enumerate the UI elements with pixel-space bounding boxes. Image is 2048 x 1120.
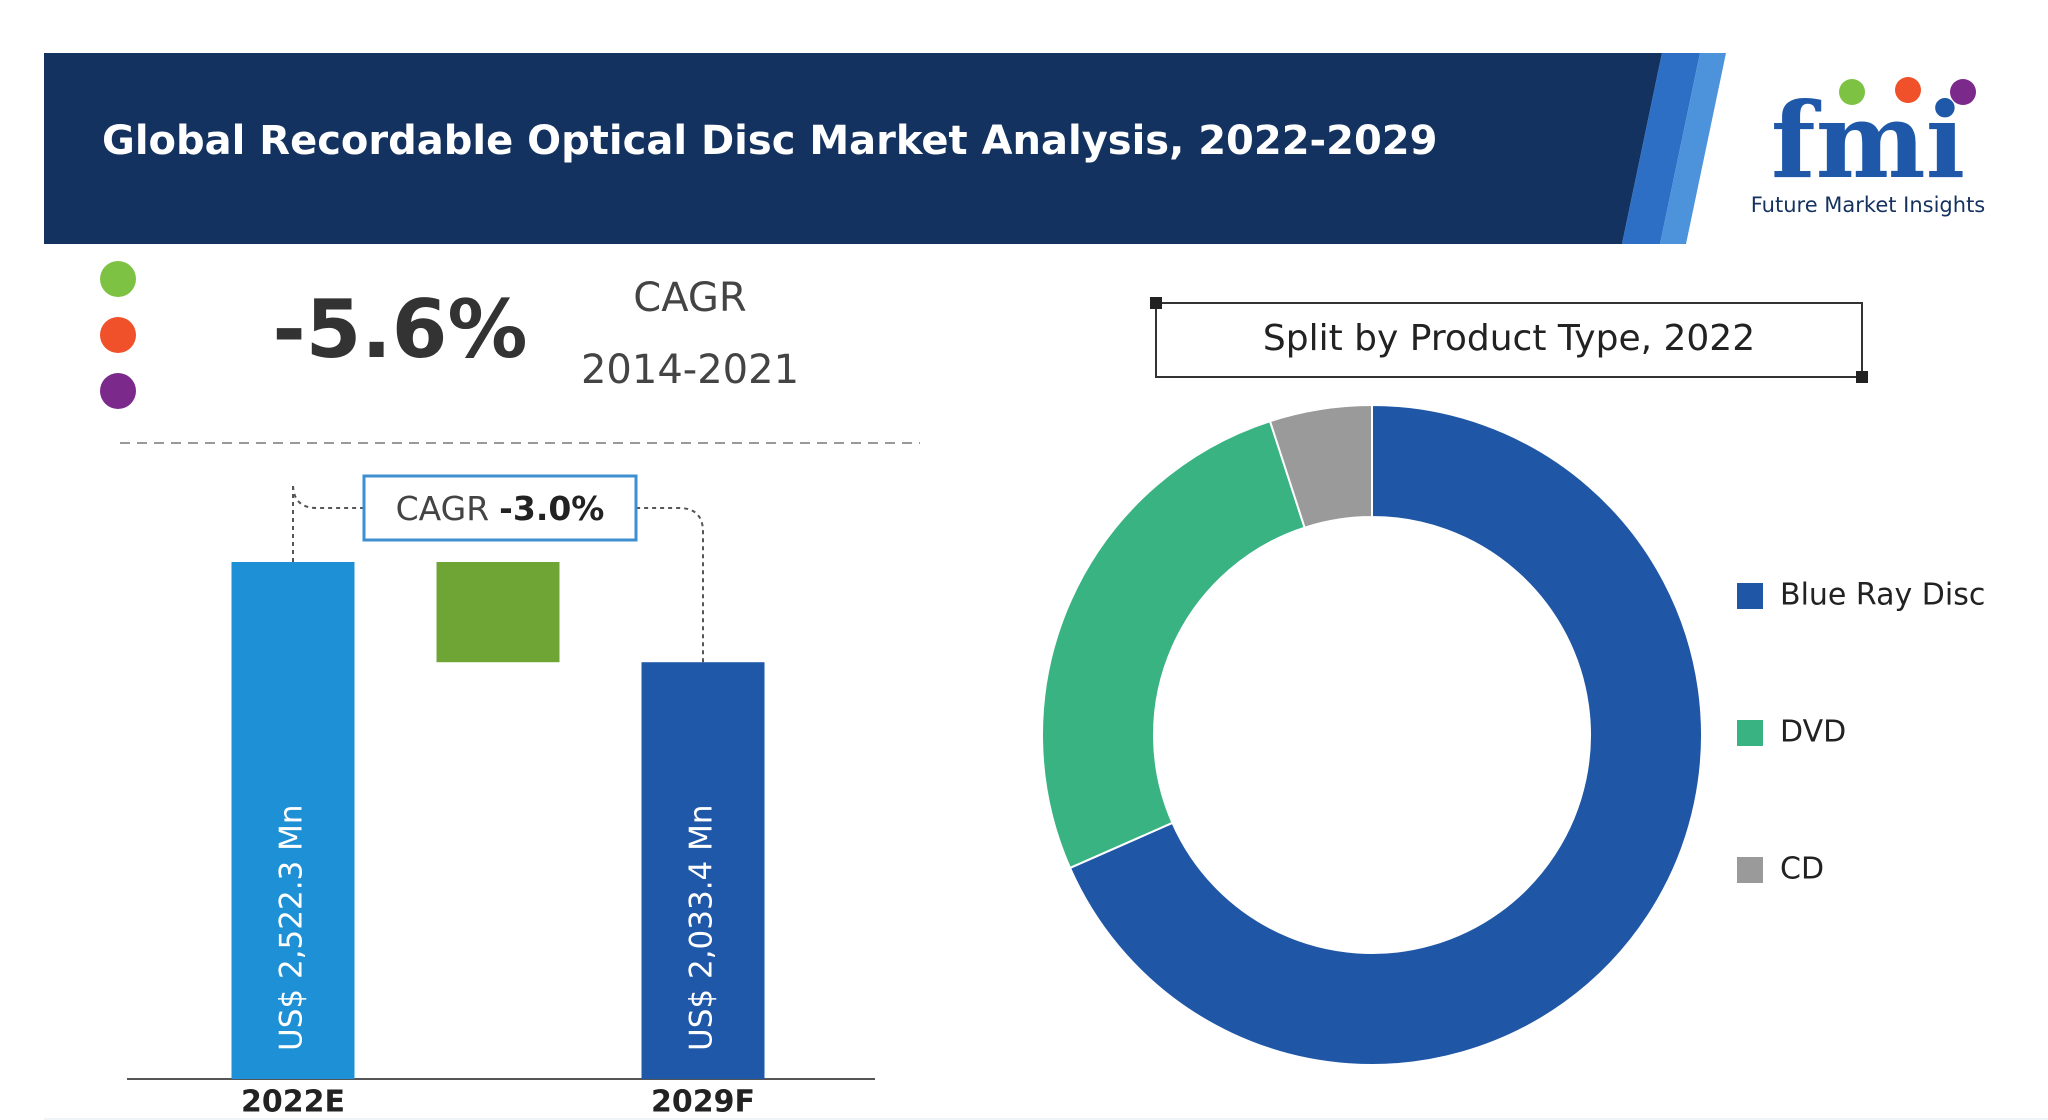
header-title: Global Recordable Optical Disc Market An…: [102, 118, 1437, 164]
bar: [641, 662, 765, 1079]
donut-title: Split by Product Type, 2022: [1263, 318, 1755, 359]
bullet-dot: [100, 317, 136, 353]
header-stripe: [1660, 53, 1726, 244]
annotation-box: [362, 474, 638, 542]
legend-label: DVD: [1780, 715, 1846, 750]
connector: [636, 507, 704, 663]
bullet-dot: [100, 261, 136, 297]
bar-value-label: US$ 2,522.3 Mn: [274, 804, 310, 1051]
cagr-history-label: CAGR: [633, 275, 746, 321]
legend-swatch: [1737, 857, 1763, 883]
bottom-edge: [44, 1118, 2048, 1120]
legend-swatch: [1737, 720, 1763, 746]
logo-dot: [1950, 79, 1976, 105]
bullet-dot: [100, 373, 136, 409]
legend-label: CD: [1780, 852, 1824, 887]
corner-handle: [1856, 371, 1868, 383]
bar-value-label: US$ 2,033.4 Mn: [684, 804, 720, 1051]
annotation: CAGR -3.0%: [396, 489, 605, 528]
logo-dot: [1839, 79, 1865, 105]
logo-dot: [1895, 77, 1921, 103]
donut-slice: [1268, 403, 1373, 529]
cagr-history-period: 2014-2021: [581, 347, 799, 393]
connector: [292, 483, 364, 562]
header-band: [44, 53, 1662, 244]
x-tick-label: 2022E: [241, 1085, 345, 1120]
logo-subtitle: Future Market Insights: [1751, 193, 1986, 217]
corner-handle: [1150, 297, 1162, 309]
donut-slice: [1068, 403, 1703, 1066]
header-stripe: [1622, 53, 1700, 244]
x-tick-label: 2029F: [651, 1085, 755, 1120]
donut-title-box: [1155, 302, 1863, 378]
logo: fmi: [1771, 79, 1965, 202]
annotation-value: -3.0%: [499, 489, 604, 528]
legend-swatch: [1737, 583, 1763, 609]
legend-label: Blue Ray Disc: [1780, 578, 1985, 613]
donut-slice: [1041, 419, 1306, 870]
cagr-history-value: -5.6%: [272, 283, 527, 376]
annotation-label: CAGR: [396, 489, 490, 528]
change-bar: [436, 562, 560, 663]
bar: [231, 562, 355, 1079]
